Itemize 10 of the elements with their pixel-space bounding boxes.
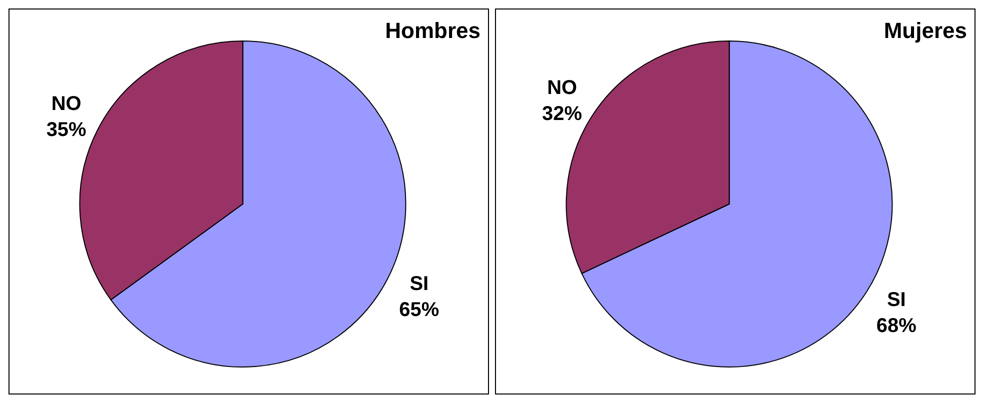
chart-title: Hombres <box>385 18 480 43</box>
data-label: 35% <box>46 119 87 142</box>
slice-label: NO <box>547 76 578 99</box>
data-label: 32% <box>542 102 582 125</box>
chart-title: Mujeres <box>884 18 967 43</box>
slice-label: SI <box>886 289 906 312</box>
data-label: 65% <box>399 298 440 321</box>
data-label: 68% <box>876 315 917 338</box>
slice-label: SI <box>410 272 429 295</box>
slice-label: NO <box>51 93 82 116</box>
